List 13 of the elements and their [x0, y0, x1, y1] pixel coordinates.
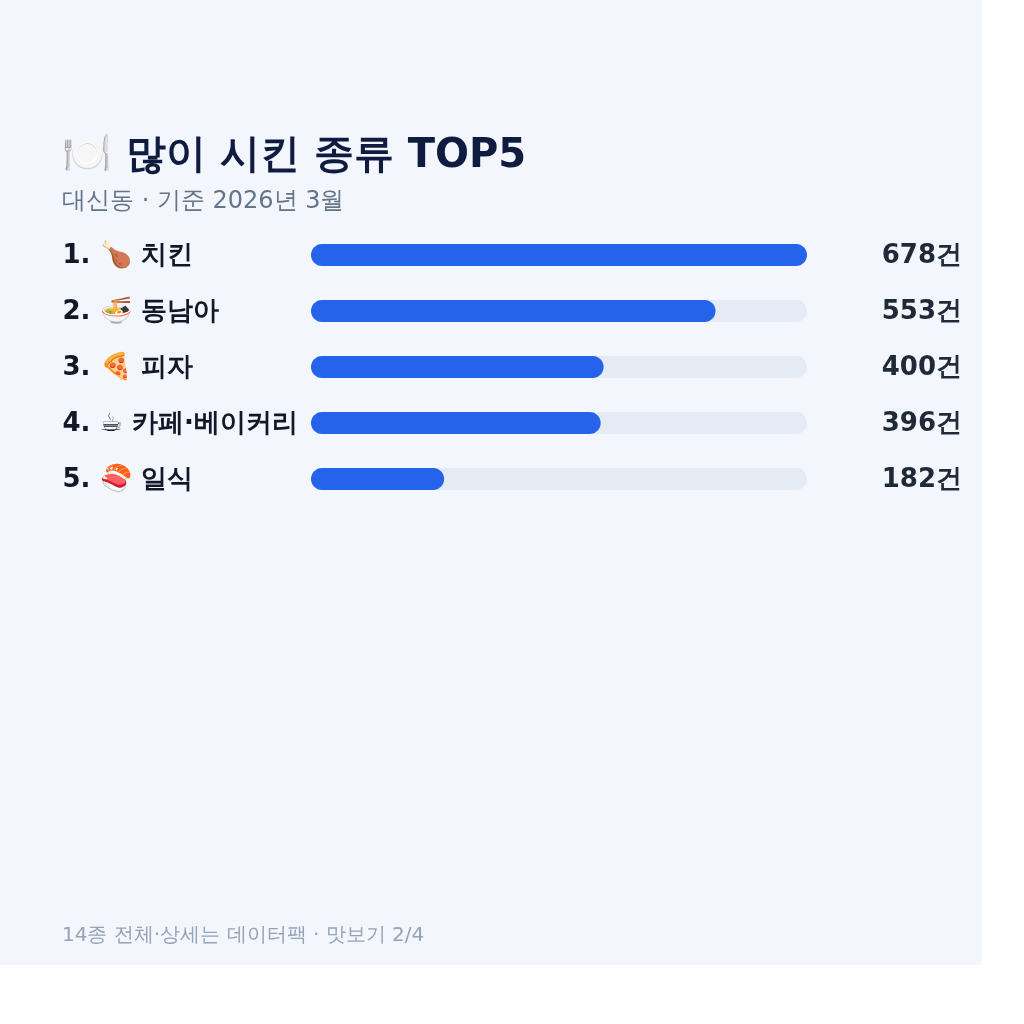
chart-title: 🍽 많이 시킨 종류 TOP5: [62, 130, 527, 176]
y-tick-label: 5. 🍣 일식: [62, 462, 193, 493]
data-label: 182건: [881, 463, 962, 493]
data-label: 553건: [881, 295, 962, 325]
data-label: 396건: [881, 407, 962, 437]
y-tick-label: 2. 🍜 동남아: [62, 295, 219, 325]
y-tick-label: 3. 🍕 피자: [62, 351, 193, 381]
data-label: 400건: [881, 351, 962, 381]
y-tick-label: 1. 🍗 치킨: [62, 239, 193, 269]
y-tick-label: 4. ☕ 카페·베이커리: [62, 407, 298, 437]
data-label: 678건: [881, 239, 962, 269]
text: 14종 전체·상세는 데이터팩 · 맛보기 2/4: [62, 922, 425, 946]
chart-subtitle: 대신동 · 기준 2026년 3월: [62, 186, 345, 214]
